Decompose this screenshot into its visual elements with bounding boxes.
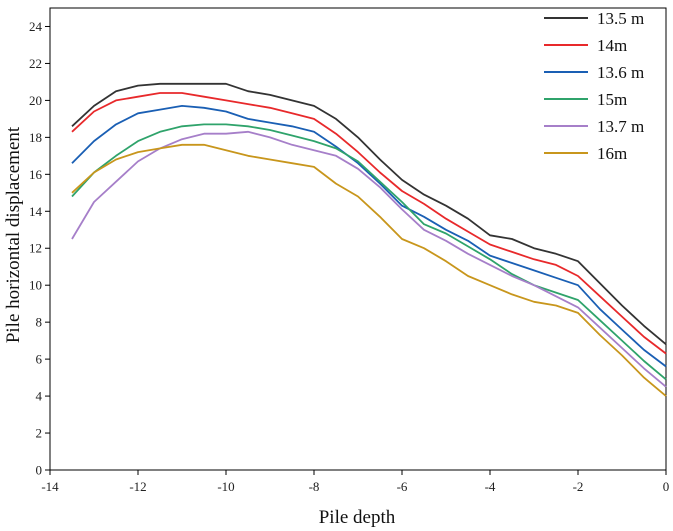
- y-tick-label: 24: [29, 19, 43, 34]
- x-tick-label: -2: [573, 479, 584, 494]
- legend-label: 13.6 m: [597, 63, 644, 82]
- y-tick-label: 8: [36, 315, 43, 330]
- x-axis-title: Pile depth: [319, 507, 396, 528]
- legend-label: 15m: [597, 90, 627, 109]
- series-lines: [71, 82, 667, 397]
- legend-label: 13.7 m: [597, 117, 644, 136]
- y-tick-label: 4: [36, 389, 43, 404]
- y-axis-title: Pile horizontal displacement: [3, 126, 24, 343]
- series-line: [71, 82, 667, 345]
- x-tick-label: -8: [309, 479, 320, 494]
- legend: 13.5 m 14m 13.6 m 15m 13.7 m 16m: [544, 9, 644, 163]
- x-tick-label: -10: [217, 479, 234, 494]
- x-tick-label: -12: [129, 479, 146, 494]
- y-tick-label: 2: [36, 426, 43, 441]
- series-line: [71, 130, 667, 388]
- x-tick-label: -14: [41, 479, 59, 494]
- series-line: [71, 105, 667, 368]
- y-tick-label: 12: [29, 241, 42, 256]
- y-tick-label: 10: [29, 278, 42, 293]
- x-tick-label: 0: [663, 479, 670, 494]
- series-line: [71, 123, 667, 381]
- y-tick-label: 16: [29, 167, 43, 182]
- x-tick-label: -6: [397, 479, 408, 494]
- series-line: [71, 92, 667, 355]
- y-tick-label: 6: [36, 352, 43, 367]
- y-tick-label: 0: [36, 463, 43, 478]
- legend-label: 13.5 m: [597, 9, 644, 28]
- y-tick-label: 22: [29, 56, 42, 71]
- series-line: [71, 143, 667, 397]
- x-tick-label: -4: [485, 479, 496, 494]
- y-tick-label: 14: [29, 204, 43, 219]
- legend-label: 14m: [597, 36, 627, 55]
- y-tick-label: 18: [29, 130, 42, 145]
- legend-label: 16m: [597, 144, 627, 163]
- y-tick-label: 20: [29, 93, 42, 108]
- plot-frame: [49, 7, 667, 471]
